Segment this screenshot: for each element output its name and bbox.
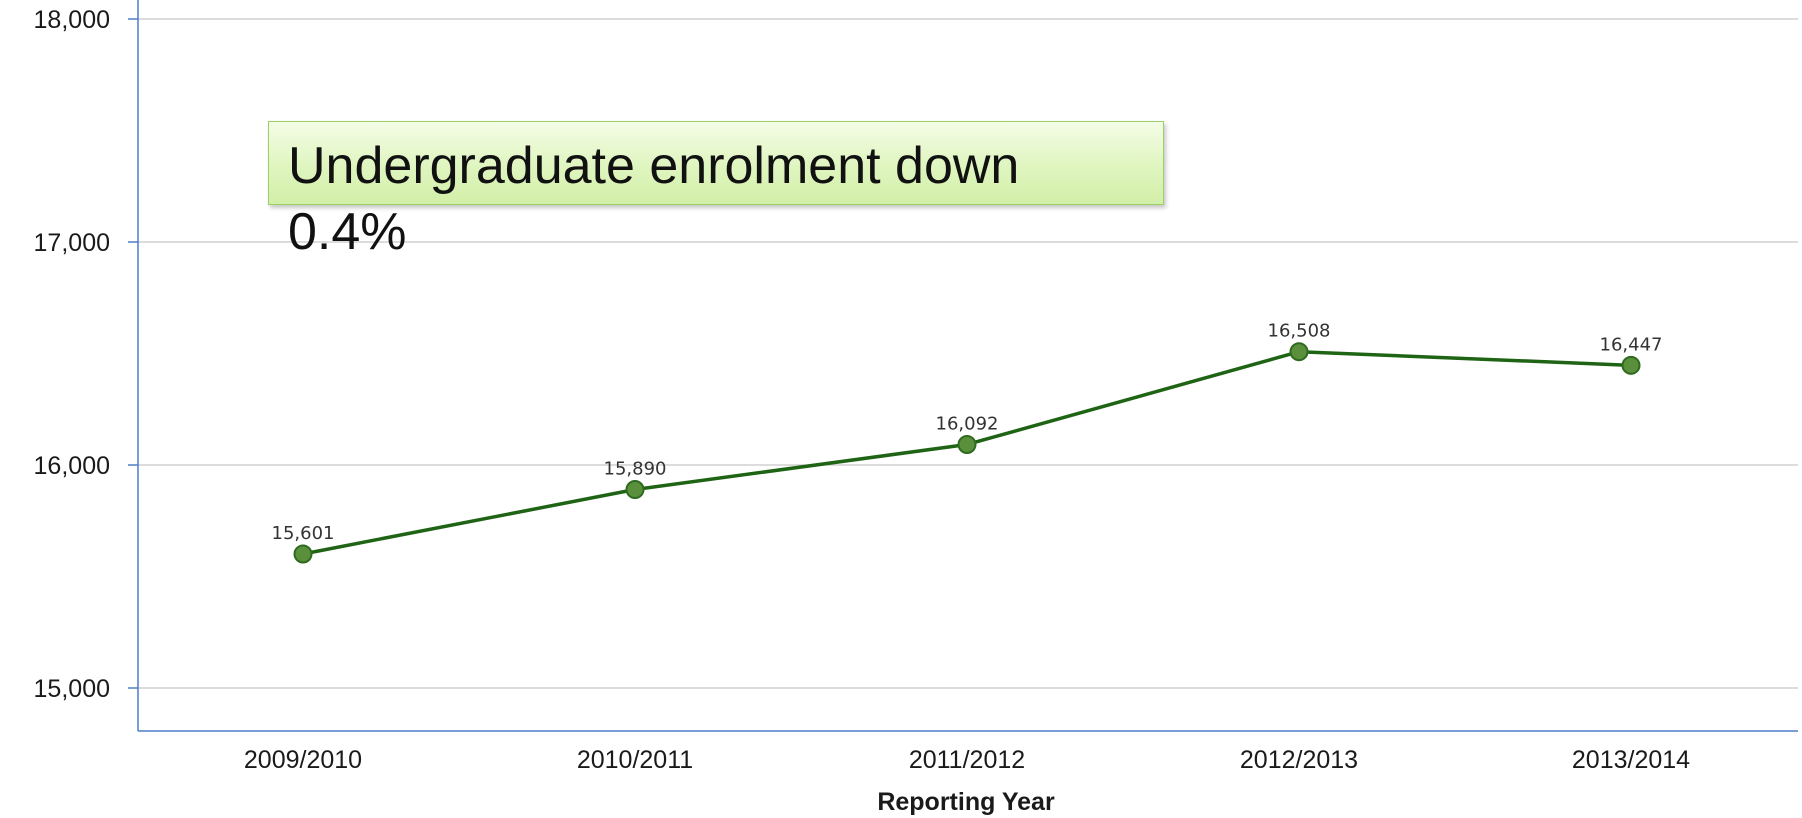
x-tick-label: 2013/2014	[1572, 746, 1690, 774]
data-point-marker	[957, 434, 977, 454]
series-enrolment	[293, 342, 1641, 564]
data-point-marker	[293, 544, 313, 564]
data-label: 16,508	[1268, 321, 1331, 342]
y-tick-label: 15,000	[34, 675, 110, 703]
x-axis-title: Reporting Year	[877, 788, 1055, 816]
data-point-marker	[625, 480, 645, 500]
y-tick-label: 16,000	[34, 452, 110, 480]
data-label: 16,447	[1600, 334, 1663, 355]
gridlines	[138, 18, 1798, 689]
x-tick-label: 2012/2013	[1240, 746, 1358, 774]
data-labels: 15,601 15,890 16,092 16,508 16,447	[272, 321, 1663, 544]
y-axis-tick-labels: 15,000 16,000 17,000 18,000	[34, 6, 110, 703]
data-label: 15,890	[604, 459, 667, 480]
data-point-marker	[1289, 342, 1309, 362]
y-tick-label: 17,000	[34, 229, 110, 257]
y-tick-label: 18,000	[34, 6, 110, 34]
data-label: 16,092	[936, 413, 999, 434]
x-tick-label: 2010/2011	[577, 746, 693, 774]
callout-annotation: Undergraduate enrolment down 0.4%	[288, 137, 1020, 261]
data-point-marker	[1621, 355, 1641, 375]
x-tick-label: 2009/2010	[244, 746, 362, 774]
axes	[128, 0, 1798, 732]
x-axis-tick-labels: 2009/2010 2010/2011 2011/2012 2012/2013 2013…	[244, 746, 1690, 774]
x-tick-label: 2011/2012	[909, 746, 1025, 774]
callout-box	[268, 121, 1164, 205]
data-label: 15,601	[272, 523, 335, 544]
